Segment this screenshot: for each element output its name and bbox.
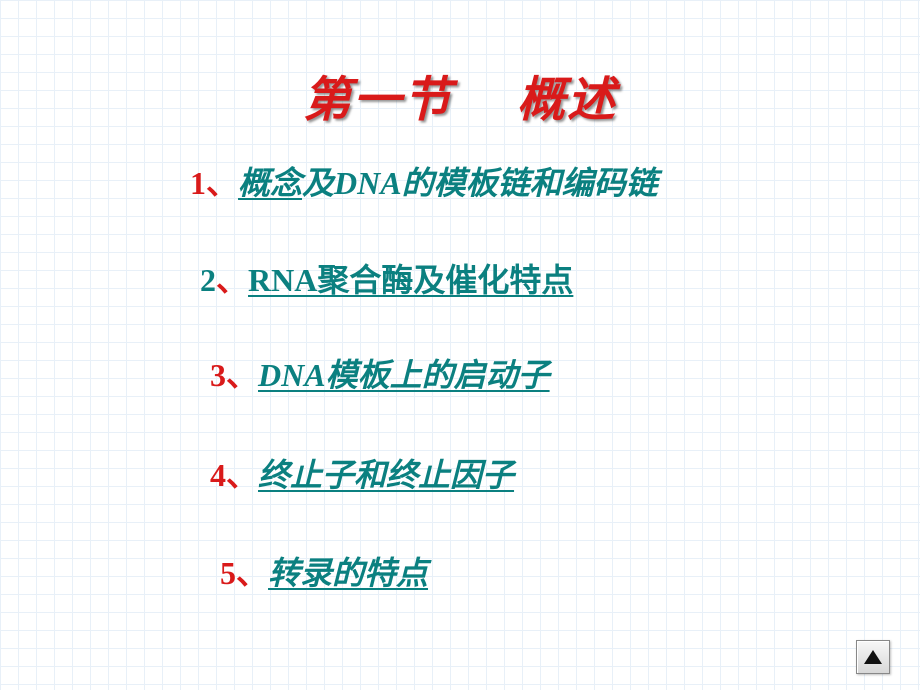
- toc-link-rna-polymerase[interactable]: RNA聚合酶及催化特点: [248, 262, 573, 298]
- item-sep: 、: [206, 165, 238, 201]
- toc-item-4: 4、终止子和终止因子: [210, 450, 514, 496]
- item-number: 4: [210, 457, 226, 493]
- page-title: 第一节 概述: [0, 60, 920, 130]
- chevron-up-icon: [864, 650, 882, 664]
- item-number: 3: [210, 357, 226, 393]
- item-sep: 、: [236, 555, 268, 591]
- toc-link-transcription[interactable]: 转录的特点: [268, 555, 428, 591]
- toc-item-5: 5、转录的特点: [220, 548, 428, 594]
- item-number: 5: [220, 555, 236, 591]
- toc-link-concept[interactable]: 概念: [238, 165, 302, 201]
- toc-link-terminator[interactable]: 终止子和终止因子: [258, 457, 514, 493]
- item-sep: 、: [226, 357, 258, 393]
- item-sep: 、: [216, 262, 248, 298]
- toc-item-2: 2、RNA聚合酶及催化特点: [200, 255, 573, 301]
- item-number: 1: [190, 165, 206, 201]
- toc-item-3: 3、DNA模板上的启动子: [210, 350, 550, 396]
- toc-link-promoter[interactable]: DNA模板上的启动子: [258, 357, 550, 393]
- toc-item-1: 1、概念及DNA的模板链和编码链: [190, 158, 658, 204]
- item-rest: 及DNA的模板链和编码链: [302, 165, 658, 201]
- nav-up-button[interactable]: [856, 640, 890, 674]
- item-sep: 、: [226, 457, 258, 493]
- item-number: 2: [200, 262, 216, 298]
